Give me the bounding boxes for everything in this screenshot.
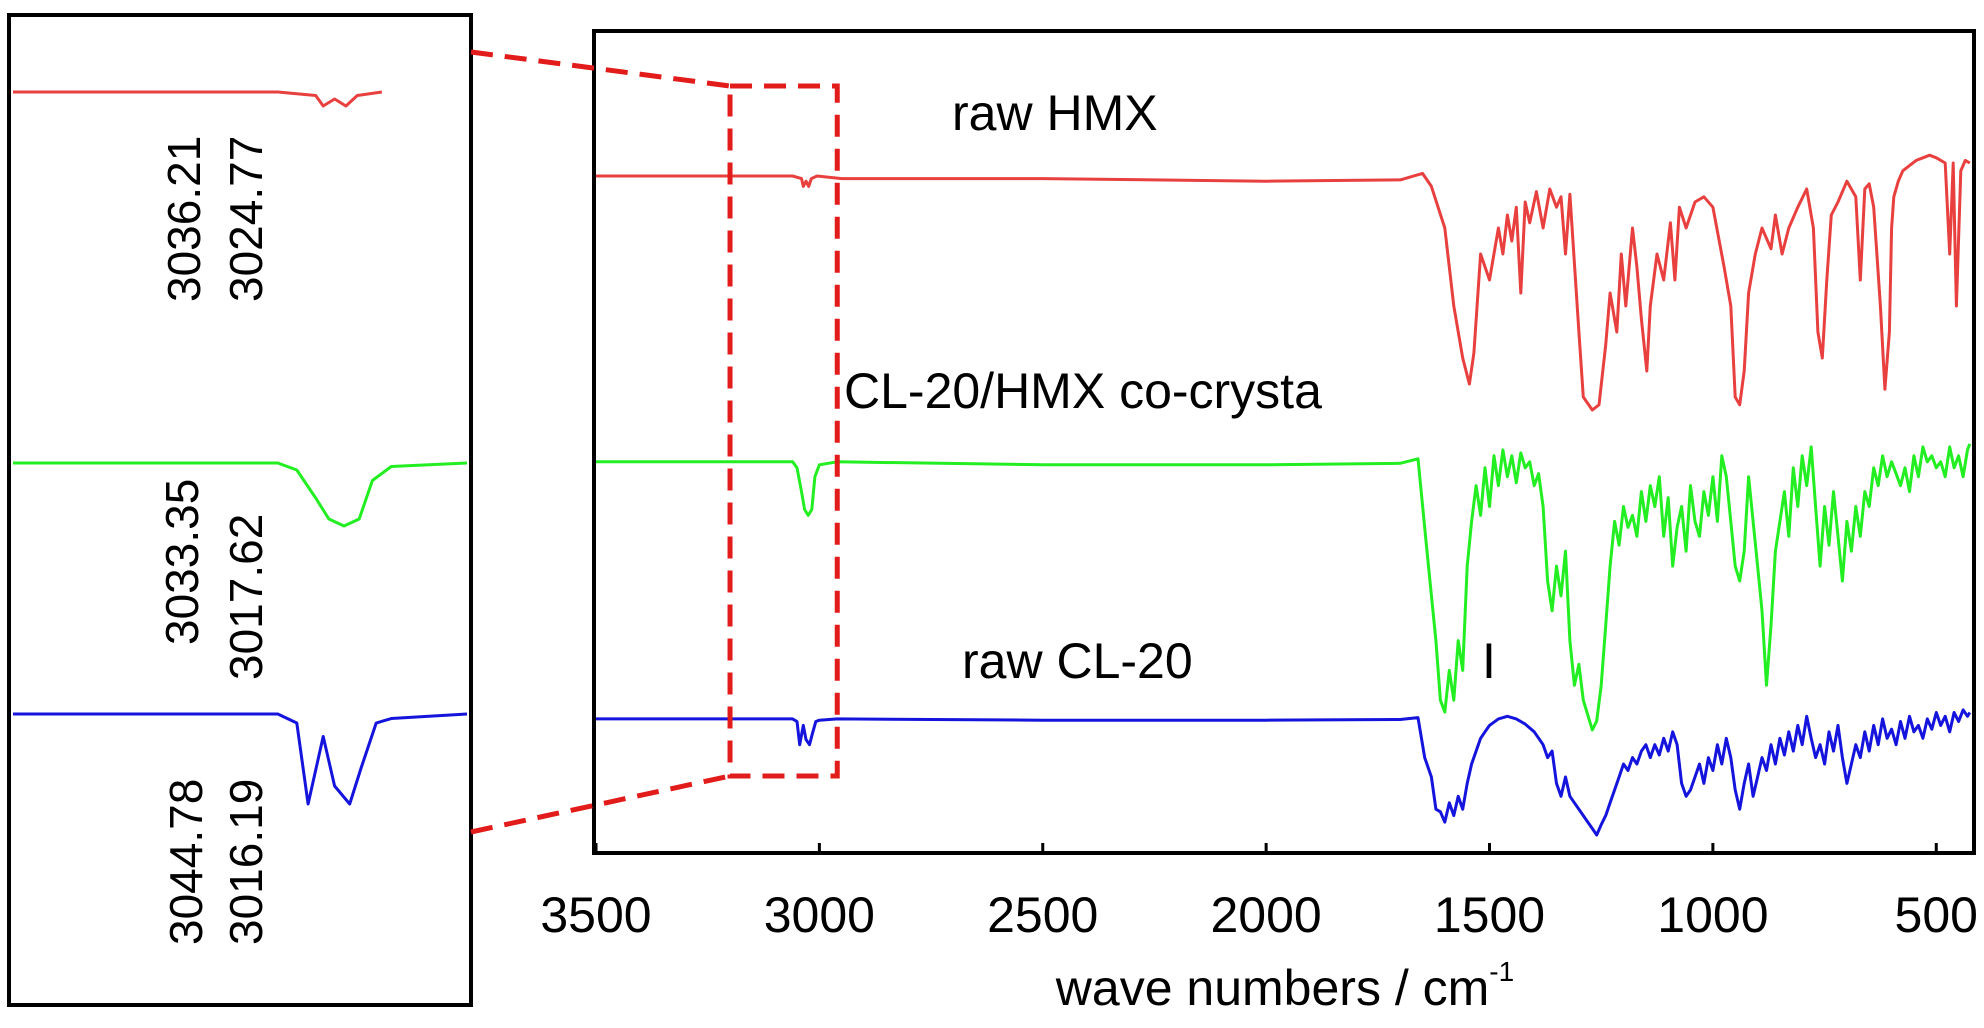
series-line-1 <box>596 443 1972 732</box>
inset-series-line-2 <box>13 712 468 806</box>
x-tick-label-5: 1000 <box>1657 887 1768 943</box>
inset-panel-frame <box>7 13 473 1007</box>
main-plot-area <box>596 153 1972 837</box>
series-label-raw-cl20: raw CL-20 <box>962 633 1193 689</box>
zoom-indicator <box>470 49 840 835</box>
inset-plot-area <box>13 90 468 806</box>
series-label-co-crystal: CL-20/HMX co-crysta <box>844 363 1322 419</box>
inset-annotation-1-0: 3033.35 <box>156 479 208 645</box>
x-axis-label-superscript: -1 <box>1489 956 1514 987</box>
inset-annotations: 3036.21 3024.77 3033.35 3017.62 3044.78 3016.… <box>156 136 272 945</box>
x-tick-label-1: 3000 <box>764 887 875 943</box>
x-tick-label-6: 500 <box>1895 887 1978 943</box>
inset-series-line-0 <box>13 90 383 108</box>
zoom-connector-bottom <box>470 773 731 835</box>
zoom-box <box>727 83 840 779</box>
marker-label: I <box>1482 633 1496 689</box>
inset-annotation-0-1: 3024.77 <box>220 136 272 302</box>
inset-annotation-2-1: 3016.19 <box>220 779 272 945</box>
zoom-connector-top <box>470 49 731 89</box>
x-tick-label-4: 1500 <box>1434 887 1545 943</box>
x-axis-label: wave numbers / cm-1 <box>1055 956 1514 1016</box>
inset-series-line-1 <box>13 461 468 528</box>
x-tick-label-2: 2500 <box>987 887 1098 943</box>
series-line-2 <box>596 708 1972 837</box>
main-plot-frame <box>592 29 1976 855</box>
x-axis-ticks: 3500 3000 2500 2000 1500 1000 500 <box>540 843 1978 943</box>
series-line-0 <box>596 153 1971 412</box>
series-label-raw-hmx: raw HMX <box>952 85 1158 141</box>
x-axis-label-text: wave numbers / cm <box>1055 960 1489 1016</box>
inset-annotation-0-0: 3036.21 <box>158 136 210 302</box>
inset-annotation-1-1: 3017.62 <box>220 514 272 680</box>
inset-annotation-2-0: 3044.78 <box>160 779 212 945</box>
x-tick-label-3: 2000 <box>1211 887 1322 943</box>
x-tick-label-0: 3500 <box>540 887 651 943</box>
